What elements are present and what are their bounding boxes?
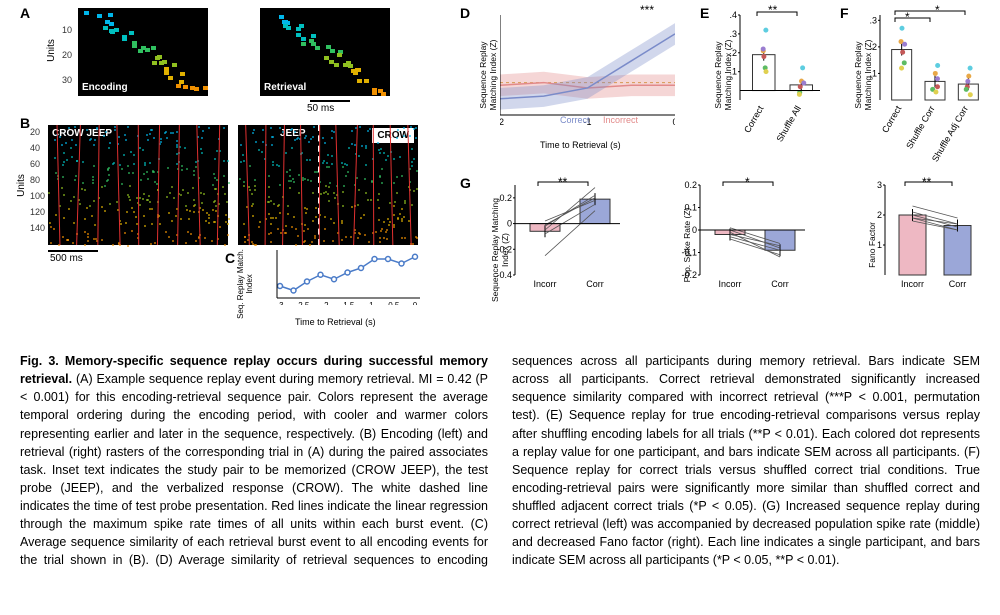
svg-text:-0.5: -0.5 [386,301,400,305]
svg-text:.3: .3 [869,15,877,25]
g3-ylabel: Fano Factor [867,195,877,295]
panel-b-retrieval-raster: JEEP CROW [238,125,418,245]
svg-text:.4: .4 [729,10,737,20]
panel-g-mid: -0.2-0.100.10.2IncorrCorr [695,185,805,305]
svg-text:-2.5: -2.5 [296,301,310,305]
panel-a-scalebar [310,100,350,102]
g3-sig: ** [922,175,931,189]
svg-text:2: 2 [877,210,882,220]
caption-body: (A) Example sequence replay event during… [20,354,980,567]
figure-caption: Fig. 3. Memory-specific sequence replay … [20,352,980,570]
panel-label-d: D [460,5,470,21]
svg-text:1: 1 [877,240,882,250]
svg-text:Correct: Correct [880,104,904,135]
svg-text:Corr: Corr [771,279,789,289]
panel-f-sig2: * [935,3,940,17]
svg-text:-2: -2 [321,301,329,305]
figure-container: A Encoding Retrieval Units 10 20 30 50 m… [0,0,1000,340]
retrieval-label: Retrieval [264,82,306,93]
svg-text:0.2: 0.2 [684,180,697,190]
panel-e-sig: ** [768,3,777,17]
panel-label-f: F [840,5,849,21]
panel-a-scaletext: 50 ms [307,103,334,114]
panel-b-encoding-raster: CROW JEEP [48,125,228,245]
svg-text:-1: -1 [366,301,374,305]
svg-text:Correct: Correct [742,104,766,135]
panel-d-chart: -2-10-.10.1.2 [500,15,675,125]
panel-c-chart: -3-2.5-2-1.5-1-0.500.10.2 [275,250,420,305]
panel-f-ylabel: Sequence Replay Matching Index (Z) [853,25,873,125]
svg-text:-2: -2 [500,117,504,125]
panel-a-ylabel: Units [46,39,57,62]
panel-b-scalebar [48,250,98,252]
svg-text:Shuffle All: Shuffle All [774,104,803,144]
svg-text:0: 0 [672,117,675,125]
a-ytick-1: 10 [62,25,72,35]
g2-sig: * [745,175,750,189]
svg-text:Corr: Corr [586,279,604,289]
panel-d-ylabel: Sequence Replay Matching Index (Z) [478,25,498,125]
svg-text:-3: -3 [276,301,284,305]
svg-text:3: 3 [877,180,882,190]
panel-label-b: B [20,115,30,131]
panel-a-retrieval-raster: Retrieval [260,8,390,96]
panel-b-scaletext: 500 ms [50,253,83,264]
encoding-label: Encoding [82,82,128,93]
g1-ylabel: Sequence Replay Matching Index (Z) [490,195,510,305]
a-ytick-3: 30 [62,75,72,85]
panel-f-sig1: * [905,10,910,24]
svg-text:-1.5: -1.5 [341,301,355,305]
d-incorrect-label: Incorrect [603,115,638,125]
panel-label-c: C [225,250,235,266]
panel-e-ylabel: Sequence Replay Matching Index (Z) [713,25,733,125]
g2-ylabel: Pop. Spike Rate (Z) [682,190,692,300]
panel-c-xlabel: Time to Retrieval (s) [295,317,376,327]
panel-c-ylabel: Seq. Replay Match. Index [236,249,254,319]
svg-text:Incorr: Incorr [718,279,741,289]
svg-text:0: 0 [692,225,697,235]
d-correct-label: Correct [560,115,590,125]
panel-g-right: 123IncorrCorr [880,185,980,305]
svg-text:0: 0 [413,301,418,305]
panel-d-xlabel: Time to Retrieval (s) [540,140,621,150]
panel-label-a: A [20,5,30,21]
panel-a-encoding-raster: Encoding [78,8,208,96]
panel-f-chart: .1.2.3CorrectShuffle CorrShuffle Adj Cor… [875,15,985,130]
g1-sig: ** [558,175,567,189]
svg-text:Incorr: Incorr [901,279,924,289]
panel-label-g: G [460,175,471,191]
svg-text:Shuffle Corr: Shuffle Corr [904,104,937,150]
a-ytick-2: 20 [62,50,72,60]
panel-label-e: E [700,5,709,21]
svg-text:Incorr: Incorr [533,279,556,289]
panel-b-ylabel: Units [16,174,27,197]
svg-text:Shuffle Adj Corr: Shuffle Adj Corr [930,104,970,163]
svg-text:Corr: Corr [949,279,967,289]
panel-g-left: -0.4-0.200.2IncorrCorr [510,185,620,305]
panel-e-chart: .1.2.3.4CorrectShuffle All [735,15,820,130]
panel-d-sig: *** [640,3,654,17]
